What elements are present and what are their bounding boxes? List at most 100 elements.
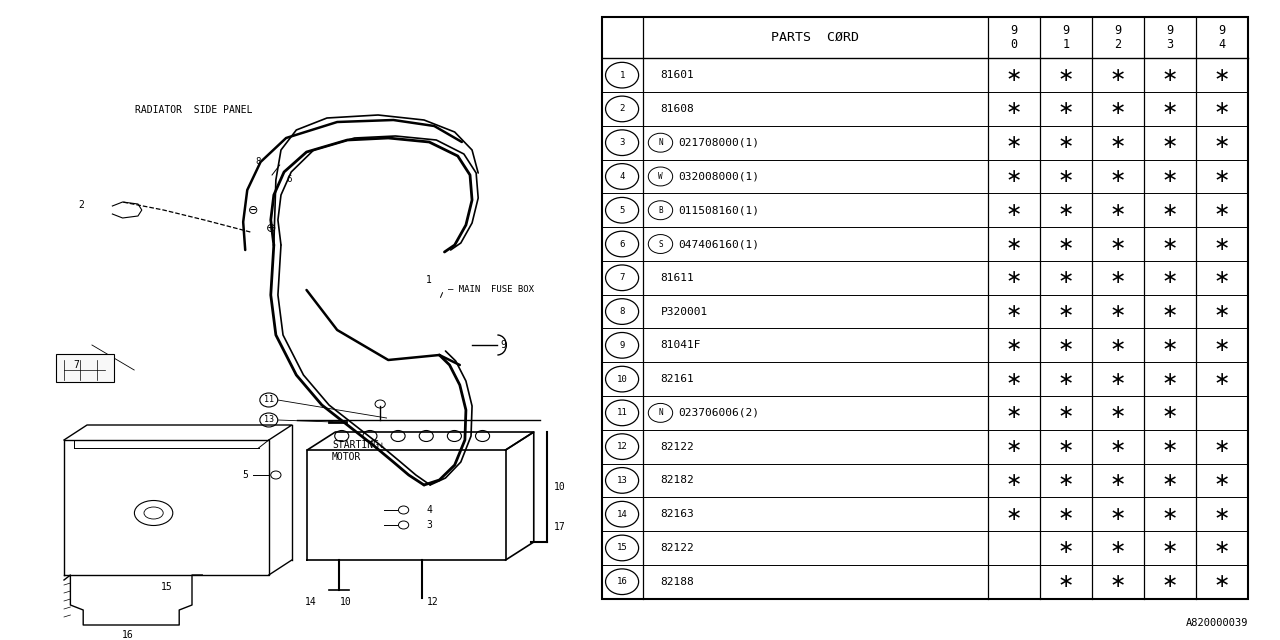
Text: 10: 10 xyxy=(339,597,352,607)
Text: ∗: ∗ xyxy=(1110,99,1126,118)
Text: 12: 12 xyxy=(617,442,627,451)
Text: RADIATOR  SIDE PANEL: RADIATOR SIDE PANEL xyxy=(136,105,253,115)
Text: 023706006(2): 023706006(2) xyxy=(678,408,759,418)
Text: ∗: ∗ xyxy=(1213,370,1230,388)
Text: ∗: ∗ xyxy=(1213,471,1230,490)
Text: ∗: ∗ xyxy=(1059,167,1074,186)
Text: 14: 14 xyxy=(617,509,627,518)
Text: ∗: ∗ xyxy=(1213,336,1230,355)
Text: ∗: ∗ xyxy=(1162,167,1178,186)
Text: ∗: ∗ xyxy=(1110,66,1126,84)
Text: 9: 9 xyxy=(500,340,507,350)
Text: ∗: ∗ xyxy=(1110,201,1126,220)
Text: ∗: ∗ xyxy=(1110,234,1126,253)
Text: ∗: ∗ xyxy=(1162,66,1178,84)
Text: 4: 4 xyxy=(426,505,433,515)
Text: ∗: ∗ xyxy=(1162,505,1178,524)
Text: ∗: ∗ xyxy=(1213,538,1230,557)
Text: ∗: ∗ xyxy=(1213,66,1230,84)
Text: ∗: ∗ xyxy=(1059,99,1074,118)
Text: ∗: ∗ xyxy=(1213,505,1230,524)
Text: 10: 10 xyxy=(617,374,627,383)
Text: N: N xyxy=(658,138,663,147)
Text: 9
4: 9 4 xyxy=(1219,24,1225,51)
Text: ∗: ∗ xyxy=(1213,437,1230,456)
Text: ∗: ∗ xyxy=(1162,336,1178,355)
Text: ∗: ∗ xyxy=(1162,572,1178,591)
Text: ⊖: ⊖ xyxy=(248,204,259,216)
Text: ∗: ∗ xyxy=(1213,572,1230,591)
Text: ∗: ∗ xyxy=(1059,505,1074,524)
Text: ∗: ∗ xyxy=(1059,302,1074,321)
Text: 82163: 82163 xyxy=(660,509,694,519)
Text: ∗: ∗ xyxy=(1059,66,1074,84)
Text: ∗: ∗ xyxy=(1006,505,1023,524)
Text: ∗: ∗ xyxy=(1162,99,1178,118)
Text: ∗: ∗ xyxy=(1110,505,1126,524)
Text: ∗: ∗ xyxy=(1110,268,1126,287)
Text: 9
1: 9 1 xyxy=(1062,24,1070,51)
Text: ∗: ∗ xyxy=(1059,572,1074,591)
Text: ∗: ∗ xyxy=(1006,268,1023,287)
Text: S: S xyxy=(658,239,663,248)
Text: ∗: ∗ xyxy=(1162,538,1178,557)
Text: 82182: 82182 xyxy=(660,476,694,485)
Text: 11: 11 xyxy=(264,396,274,404)
Text: ∗: ∗ xyxy=(1110,437,1126,456)
Text: ∗: ∗ xyxy=(1059,437,1074,456)
Text: ∗: ∗ xyxy=(1059,538,1074,557)
Text: PARTS  CØRD: PARTS CØRD xyxy=(772,31,859,44)
Text: P320001: P320001 xyxy=(660,307,708,317)
Text: ∗: ∗ xyxy=(1162,234,1178,253)
Text: 7: 7 xyxy=(620,273,625,282)
Text: 1: 1 xyxy=(620,70,625,79)
Text: 047406160(1): 047406160(1) xyxy=(678,239,759,249)
Text: ∗: ∗ xyxy=(1213,201,1230,220)
Text: 9
3: 9 3 xyxy=(1166,24,1174,51)
Text: 9
2: 9 2 xyxy=(1115,24,1121,51)
Text: 13: 13 xyxy=(264,415,274,424)
Text: ⊕: ⊕ xyxy=(265,221,276,234)
Text: ∗: ∗ xyxy=(1213,133,1230,152)
Text: ∗: ∗ xyxy=(1006,437,1023,456)
Text: 4: 4 xyxy=(620,172,625,181)
Text: 6: 6 xyxy=(287,175,292,184)
Text: B: B xyxy=(658,205,663,215)
Text: ∗: ∗ xyxy=(1110,403,1126,422)
Text: 11: 11 xyxy=(617,408,627,417)
Text: 011508160(1): 011508160(1) xyxy=(678,205,759,215)
Text: ∗: ∗ xyxy=(1213,234,1230,253)
Text: ∗: ∗ xyxy=(1006,234,1023,253)
Text: ∗: ∗ xyxy=(1006,302,1023,321)
Text: 15: 15 xyxy=(617,543,627,552)
Text: ∗: ∗ xyxy=(1059,268,1074,287)
Text: 81041F: 81041F xyxy=(660,340,701,350)
Text: ∗: ∗ xyxy=(1162,370,1178,388)
Text: 5: 5 xyxy=(242,470,248,480)
Text: 3: 3 xyxy=(620,138,625,147)
Text: ∗: ∗ xyxy=(1162,302,1178,321)
Text: ∗: ∗ xyxy=(1059,471,1074,490)
Text: 82188: 82188 xyxy=(660,577,694,587)
Text: 032008000(1): 032008000(1) xyxy=(678,172,759,182)
Text: 12: 12 xyxy=(426,597,439,607)
Text: ∗: ∗ xyxy=(1006,66,1023,84)
Text: STARTING↓: STARTING↓ xyxy=(332,440,385,450)
FancyBboxPatch shape xyxy=(56,354,114,382)
Text: A820000039: A820000039 xyxy=(1185,618,1248,628)
Text: ∗: ∗ xyxy=(1110,336,1126,355)
Text: ∗: ∗ xyxy=(1162,403,1178,422)
Text: ∗: ∗ xyxy=(1162,437,1178,456)
Text: ∗: ∗ xyxy=(1213,302,1230,321)
Text: ∗: ∗ xyxy=(1110,302,1126,321)
Text: ∗: ∗ xyxy=(1059,336,1074,355)
Text: 81608: 81608 xyxy=(660,104,694,114)
Text: ∗: ∗ xyxy=(1110,167,1126,186)
Text: ∗: ∗ xyxy=(1006,471,1023,490)
Text: 16: 16 xyxy=(617,577,627,586)
Text: ∗: ∗ xyxy=(1162,201,1178,220)
Text: ∗: ∗ xyxy=(1006,99,1023,118)
Text: ∗: ∗ xyxy=(1059,234,1074,253)
Text: 5: 5 xyxy=(620,205,625,215)
Text: 82122: 82122 xyxy=(660,442,694,452)
